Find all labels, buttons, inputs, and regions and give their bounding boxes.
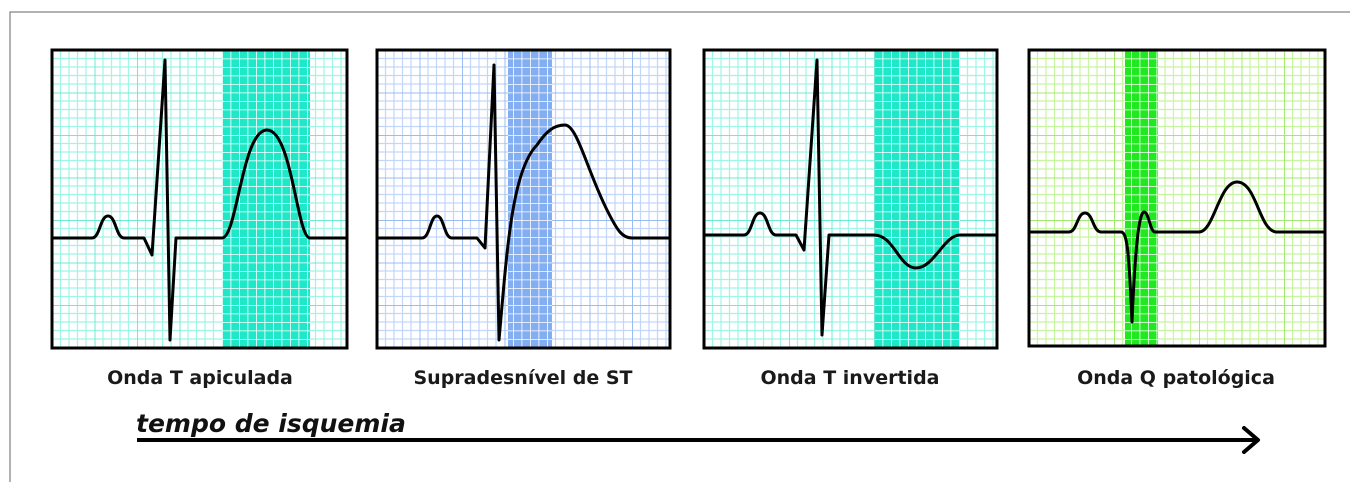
arrow-head — [1242, 426, 1260, 454]
panel-label: Onda T invertida — [761, 367, 940, 389]
frame — [9, 11, 1350, 482]
ecg-panel — [1027, 48, 1327, 348]
arrow-label: tempo de isquemia — [136, 409, 406, 438]
panel-label: Onda T apiculada — [107, 367, 293, 389]
ecg-panel — [702, 48, 999, 350]
panel-label: Supradesnível de ST — [414, 367, 633, 389]
ecg-panel — [50, 48, 349, 350]
panel-label: Onda Q patológica — [1077, 367, 1275, 389]
ecg-panel — [375, 48, 672, 350]
